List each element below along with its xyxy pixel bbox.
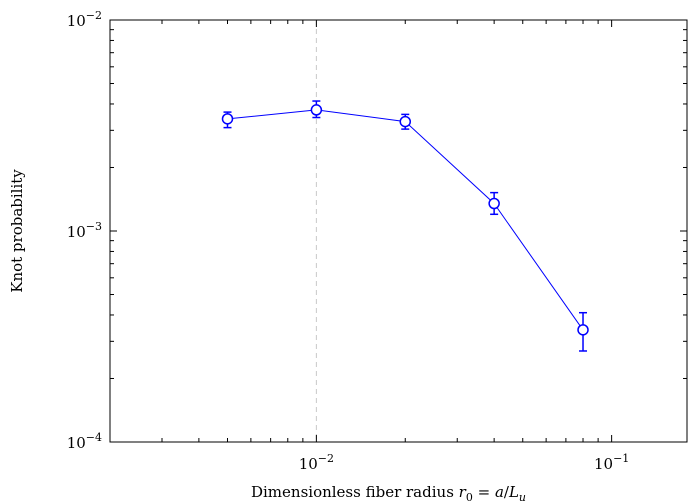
y-tick-label: 10−2 (67, 9, 102, 30)
x-axis-label-den: L (508, 483, 519, 501)
tick-labels: 10−2 10−110−410−310−2 (67, 9, 630, 473)
x-axis-label-var: r (459, 483, 467, 501)
x-axis-label: Dimensionless fiber radius r0 = a/Lu (251, 483, 526, 504)
data-point (221, 113, 234, 125)
data-point (310, 104, 323, 116)
y-axis-label: Knot probability (8, 169, 26, 293)
y-tick-label-base: 10 (67, 223, 86, 241)
y-tick-label-exp: −4 (86, 431, 102, 444)
x-tick-label-base: 10 (299, 455, 318, 473)
x-axis-label-eq: = (473, 483, 495, 501)
axis-ticks (109, 19, 687, 443)
y-tick-label-exp: −3 (86, 220, 102, 233)
data-point (488, 197, 500, 210)
y-tick-label-base: 10 (67, 12, 86, 30)
series-line (227, 109, 584, 331)
x-axis-label-var-sub: 0 (466, 491, 473, 504)
data-point (577, 324, 589, 336)
x-tick-label-base: 10 (594, 455, 613, 473)
x-tick-label: 10−1 (594, 452, 629, 473)
series-group (221, 100, 589, 352)
x-axis-label-den-sub: u (519, 491, 526, 504)
x-tick-label-exp: −2 (318, 452, 334, 465)
x-axis-label-slash: / (504, 483, 510, 501)
y-tick-label-exp: −2 (86, 9, 102, 22)
y-tick-label: 10−4 (67, 431, 102, 452)
y-tick-label: 10−3 (67, 220, 102, 241)
plot-frame (109, 19, 688, 443)
data-point (399, 115, 412, 128)
y-tick-label-base: 10 (67, 434, 86, 452)
x-axis-label-prefix: Dimensionless fiber radius (251, 483, 459, 501)
x-tick-label: 10−2 (299, 452, 334, 473)
x-tick-label-exp: −1 (613, 452, 629, 465)
x-axis-label-num: a (495, 483, 504, 501)
